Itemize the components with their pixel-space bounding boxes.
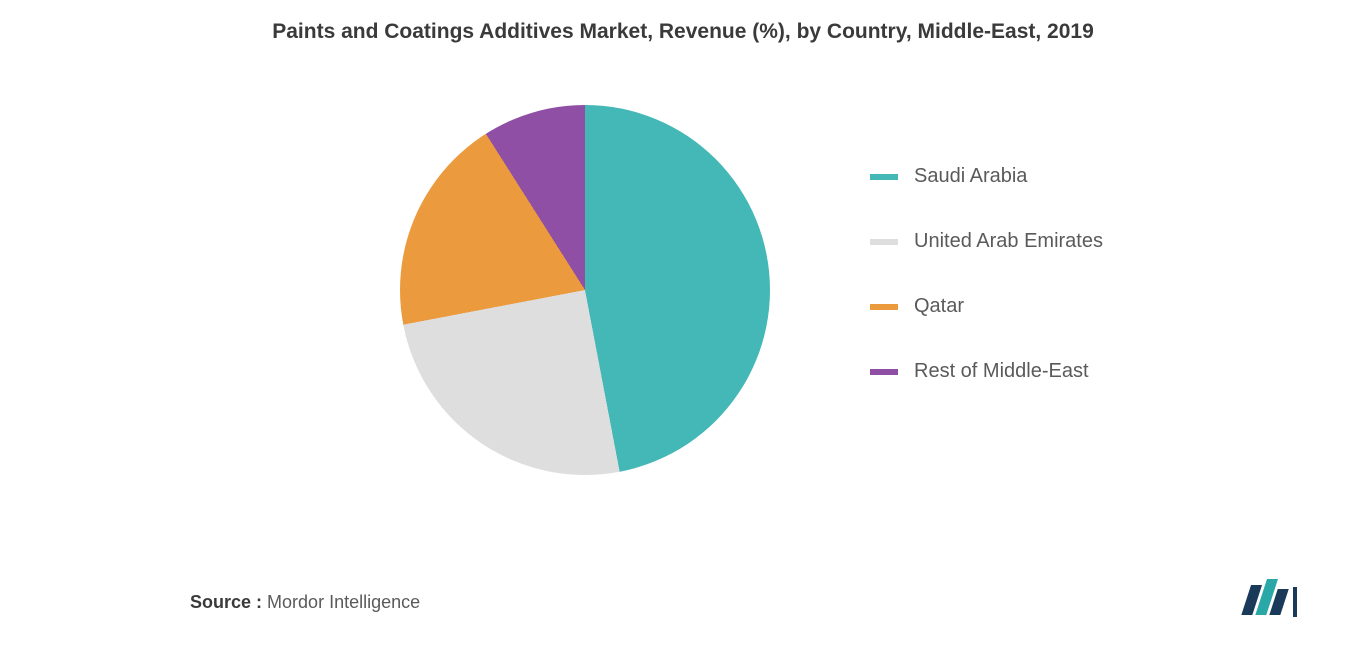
legend-label: United Arab Emirates: [914, 230, 1103, 253]
legend-item-uae: United Arab Emirates: [870, 230, 1103, 253]
pie-chart: [400, 105, 770, 475]
legend-label: Saudi Arabia: [914, 165, 1027, 188]
legend-swatch: [870, 369, 898, 375]
pie-graphic: [400, 105, 770, 475]
legend-label: Rest of Middle-East: [914, 360, 1089, 383]
chart-area: Saudi Arabia United Arab Emirates Qatar …: [0, 70, 1366, 570]
chart-title: Paints and Coatings Additives Market, Re…: [0, 20, 1366, 44]
legend-item-saudi-arabia: Saudi Arabia: [870, 165, 1103, 188]
source-attribution: Source : Mordor Intelligence: [190, 592, 420, 613]
legend-item-rest: Rest of Middle-East: [870, 360, 1103, 383]
legend-swatch: [870, 239, 898, 245]
legend-label: Qatar: [914, 295, 964, 318]
legend-swatch: [870, 304, 898, 310]
legend-item-qatar: Qatar: [870, 295, 1103, 318]
legend: Saudi Arabia United Arab Emirates Qatar …: [870, 165, 1103, 383]
legend-swatch: [870, 174, 898, 180]
mordor-intelligence-logo-icon: [1231, 579, 1311, 625]
source-label: Source :: [190, 592, 262, 612]
source-value: Mordor Intelligence: [267, 592, 420, 612]
